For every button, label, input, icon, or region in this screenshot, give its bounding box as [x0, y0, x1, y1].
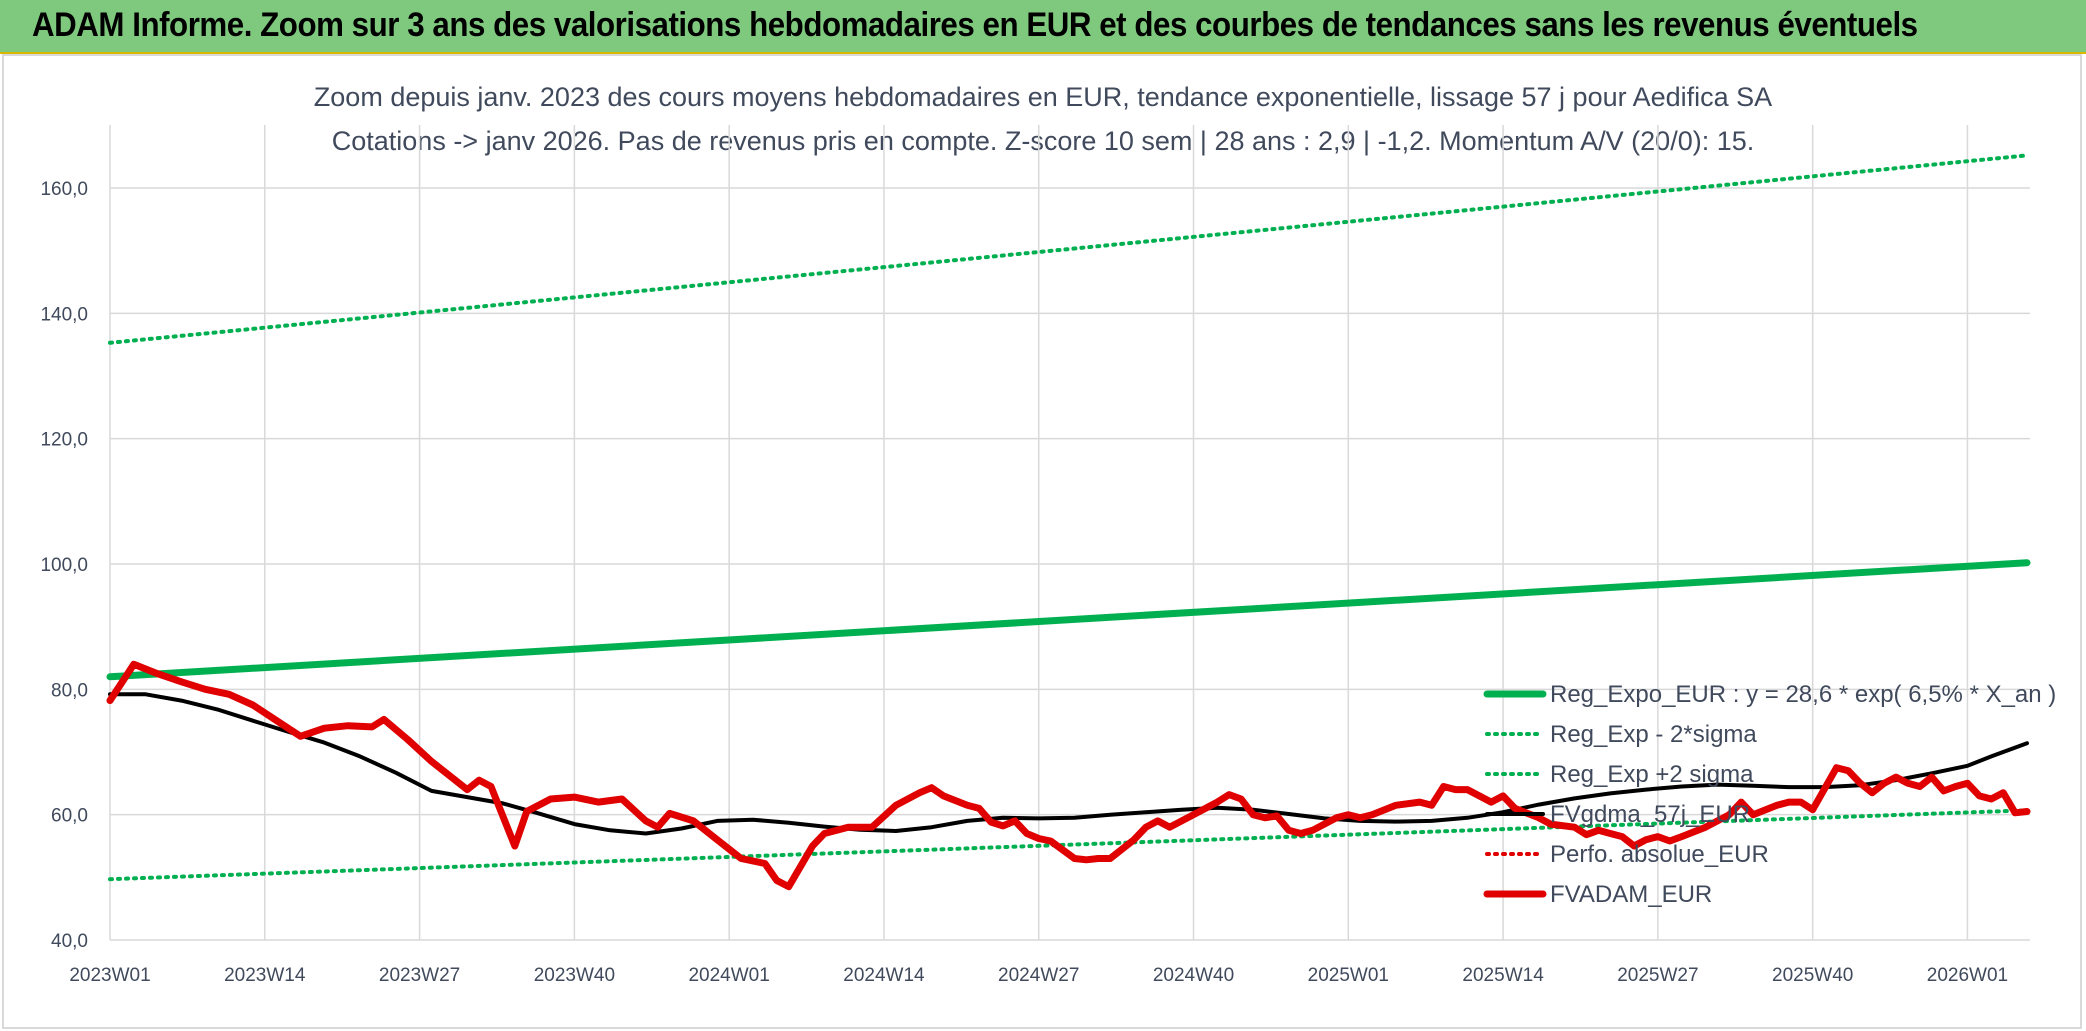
y-tick-label: 80,0 [51, 680, 88, 701]
legend-label: Perfo. absolue_EUR [1550, 841, 1769, 868]
x-tick-label: 2023W14 [224, 965, 306, 986]
legend-label: Reg_Expo_EUR : y = 28,6 * exp( 6,5% * X_… [1550, 681, 2056, 708]
series-line-3 [108, 692, 2029, 836]
series-line-2 [108, 153, 2029, 345]
x-tick-label: 2025W14 [1462, 965, 1544, 986]
y-tick-label: 60,0 [51, 806, 88, 827]
chart-title: Zoom depuis janv. 2023 des cours moyens … [313, 82, 1773, 112]
x-tick-label: 2024W40 [1153, 965, 1234, 986]
x-tick-label: 2024W27 [998, 965, 1079, 986]
legend-label: Reg_Exp +2 sigma [1550, 761, 1754, 788]
legend: Reg_Expo_EUR : y = 28,6 * exp( 6,5% * X_… [1483, 681, 2056, 908]
legend-label: FVgdma_57j_EUR [1550, 801, 1750, 828]
y-tick-label: 140,0 [40, 304, 88, 325]
x-tick-label: 2024W01 [688, 965, 769, 986]
y-tick-label: 40,0 [51, 931, 88, 952]
x-tick-label: 2023W40 [534, 965, 615, 986]
x-tick-label: 2023W01 [69, 965, 150, 986]
legend-label: FVADAM_EUR [1550, 881, 1712, 908]
x-tick-label: 2025W01 [1308, 965, 1389, 986]
x-tick-label: 2024W14 [843, 965, 925, 986]
x-tick-label: 2025W27 [1617, 965, 1698, 986]
y-tick-label: 120,0 [40, 430, 88, 451]
y-tick-label: 160,0 [40, 179, 88, 200]
x-tick-label: 2026W01 [1927, 965, 2008, 986]
series-line-0 [106, 559, 2031, 681]
series-line-1 [108, 808, 2029, 882]
x-tick-label: 2025W40 [1772, 965, 1853, 986]
header-banner: ADAM Informe. Zoom sur 3 ans des valoris… [0, 0, 2086, 54]
header-title: ADAM Informe. Zoom sur 3 ans des valoris… [32, 6, 1918, 44]
chart-frame [2, 54, 2082, 1029]
legend-label: Reg_Exp - 2*sigma [1550, 721, 1757, 748]
y-tick-label: 100,0 [40, 555, 88, 576]
x-tick-label: 2023W27 [379, 965, 460, 986]
series-line-5 [106, 660, 2031, 891]
chart-subtitle: Cotations -> janv 2026. Pas de revenus p… [331, 126, 1755, 156]
